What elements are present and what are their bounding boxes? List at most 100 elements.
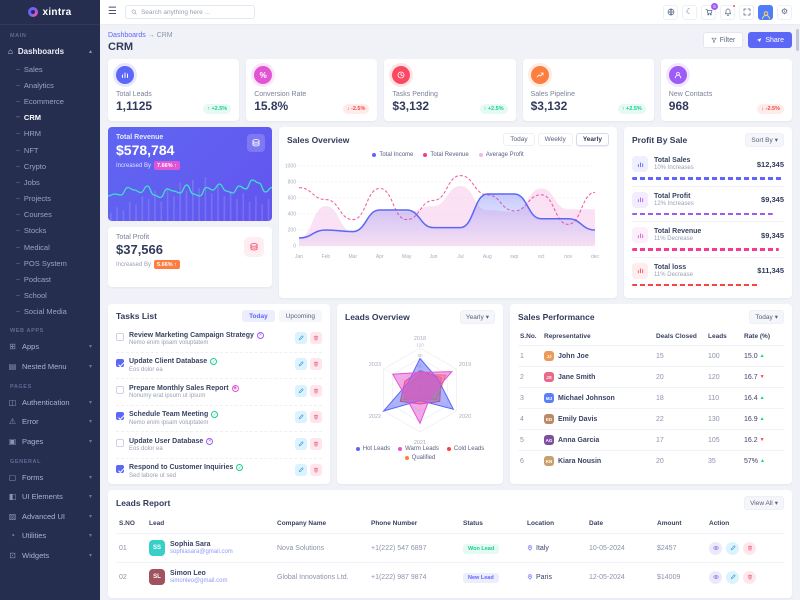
sidebar-subitem[interactable]: – Sales: [0, 61, 100, 77]
task-checkbox[interactable]: [116, 332, 124, 341]
table-row[interactable]: 3 MJ Michael Johnson 18 110 16.4 ▲: [518, 387, 784, 408]
sales-overview-tab[interactable]: Weekly: [537, 133, 573, 146]
sidebar-subitem[interactable]: – Social Media: [0, 304, 100, 320]
task-delete-button[interactable]: [310, 331, 322, 344]
svg-text:0: 0: [293, 244, 296, 250]
task-delete-button[interactable]: [310, 437, 322, 450]
notifications-button[interactable]: [720, 4, 736, 20]
tasks-tab[interactable]: Upcoming: [278, 310, 322, 322]
sidebar-subitem[interactable]: – Medical: [0, 239, 100, 255]
task-delete-button[interactable]: [310, 384, 322, 397]
sidebar-subitem[interactable]: – Stocks: [0, 223, 100, 239]
sidebar-item[interactable]: ⚠ Error ▾: [0, 412, 100, 431]
sidebar-subitem[interactable]: – Jobs: [0, 174, 100, 190]
view-button[interactable]: [709, 570, 722, 584]
revenue-sparkline-chart: [108, 177, 272, 221]
cart-button[interactable]: 5: [701, 2, 718, 20]
task-delete-button[interactable]: [310, 411, 322, 423]
search-input[interactable]: [140, 8, 249, 16]
sidebar-item[interactable]: ◫ Authentication ▾: [0, 393, 100, 412]
task-edit-button[interactable]: [295, 331, 307, 344]
table-row[interactable]: 4 ED Emily Davis 22 130 16.9 ▲: [518, 408, 784, 429]
legend-dot: [398, 447, 403, 451]
task-delete-button[interactable]: [310, 358, 322, 370]
sidebar-item[interactable]: ⊡ Widgets ▾: [0, 545, 100, 564]
scrollbar[interactable]: [796, 29, 799, 51]
tasks-tab[interactable]: Today: [242, 310, 275, 322]
sidebar-item[interactable]: ▣ Pages ▾: [0, 432, 100, 451]
sales-overview-tab[interactable]: Yearly: [575, 133, 609, 146]
task-edit-button[interactable]: [295, 384, 307, 397]
avatar: ED: [544, 414, 554, 424]
sidebar-subitem[interactable]: – HRM: [0, 126, 100, 142]
sidebar-item[interactable]: ▨ Advanced UI ▾: [0, 507, 100, 526]
task-checkbox[interactable]: [116, 359, 124, 367]
menu-toggle-icon[interactable]: ☰: [108, 6, 117, 17]
sidebar-subitem-label: POS System: [23, 258, 67, 268]
sort-by-dropdown[interactable]: Sort By ▾: [745, 133, 784, 147]
fullscreen-button[interactable]: [739, 4, 754, 20]
brand-logo[interactable]: xintra: [0, 0, 100, 25]
sidebar-item[interactable]: ◧ UI Elements ▾: [0, 487, 100, 506]
sidebar-item[interactable]: ▤ Nested Menu ▾: [0, 356, 100, 375]
sidebar-subitem[interactable]: – School: [0, 288, 100, 304]
settings-button[interactable]: ⚙: [777, 4, 792, 20]
sidebar-subitem[interactable]: – POS System: [0, 255, 100, 271]
sidebar-subitem[interactable]: – NFT: [0, 142, 100, 158]
task-status-icon: ✕: [206, 437, 214, 445]
sidebar-subitem[interactable]: – Projects: [0, 191, 100, 207]
sidebar-subitem[interactable]: – Analytics: [0, 77, 100, 93]
sidebar-subitem[interactable]: – Podcast: [0, 271, 100, 287]
task-checkbox[interactable]: [116, 438, 124, 447]
task-checkbox[interactable]: [116, 465, 124, 473]
leads-overview-dropdown[interactable]: Yearly ▾: [459, 310, 495, 324]
profile-avatar[interactable]: [758, 4, 773, 20]
sidebar-subitem-label: Crypto: [23, 161, 46, 171]
column-header: Company Name: [277, 520, 327, 527]
edit-button[interactable]: [726, 570, 739, 584]
sidebar-subitem[interactable]: – CRM: [0, 110, 100, 126]
task-edit-button[interactable]: [295, 464, 307, 476]
kpi-card-conversion-rate: % Conversion Rate 15.8% ↓ -2.5%: [246, 59, 378, 121]
sidebar-item-dashboards[interactable]: ⌂ Dashboards ▴: [0, 42, 100, 61]
table-row[interactable]: 1 JJ John Joe 15 100 15.0 ▲: [518, 345, 784, 366]
sidebar-subitem[interactable]: – Ecommerce: [0, 93, 100, 109]
delete-button[interactable]: [743, 541, 756, 555]
sidebar-item[interactable]: ◔ Utilities ▾: [0, 526, 100, 545]
edit-button[interactable]: [726, 541, 739, 555]
lead-email[interactable]: sophiasara@gmail.com: [170, 549, 233, 555]
lead-email[interactable]: simonleo@gmail.com: [170, 578, 228, 584]
sales-performance-dropdown[interactable]: Today ▾: [749, 310, 784, 324]
task-edit-button[interactable]: [295, 437, 307, 450]
sidebar-subitem[interactable]: – Crypto: [0, 158, 100, 174]
table-row[interactable]: 5 AG Anna Garcia 17 105 16.2 ▼: [518, 429, 784, 450]
task-checkbox[interactable]: [116, 412, 124, 420]
table-row[interactable]: 02 SL Simon Leo simonleo@gmail.com Globa…: [116, 562, 784, 591]
view-all-dropdown[interactable]: View All ▾: [744, 496, 784, 510]
sidebar-subitem-label: Social Media: [23, 307, 67, 317]
sidebar-item[interactable]: ▢ Forms ▾: [0, 468, 100, 487]
view-button[interactable]: [709, 541, 722, 555]
sales-overview-tab[interactable]: Today: [503, 133, 535, 146]
table-row[interactable]: 6 KN Kiara Nousin 20 35 57% ▲: [518, 450, 784, 471]
task-delete-button[interactable]: [310, 464, 322, 476]
delete-button[interactable]: [743, 570, 756, 584]
table-row[interactable]: 01 SS Sophia Sara sophiasara@gmail.com N…: [116, 533, 784, 562]
revenue-delta-badge: 7.66% ↑: [154, 161, 180, 170]
sidebar-subitem[interactable]: – Courses: [0, 207, 100, 223]
sidebar-item-label: Error: [22, 417, 39, 427]
breadcrumb-dashboards-link[interactable]: Dashboards: [108, 32, 146, 39]
svg-text:2023: 2023: [369, 362, 381, 368]
sidebar-item[interactable]: ⊞ Apps ▾: [0, 337, 100, 356]
search-box: [124, 5, 255, 19]
dark-mode-button[interactable]: ☾: [682, 4, 697, 20]
column-header: Leads: [708, 333, 727, 340]
task-edit-button[interactable]: [295, 358, 307, 370]
filter-button[interactable]: Filter: [702, 32, 744, 48]
share-button[interactable]: Share: [748, 32, 792, 48]
task-edit-button[interactable]: [295, 411, 307, 423]
task-checkbox[interactable]: [116, 385, 124, 394]
home-icon: ⌂: [8, 47, 13, 56]
language-button[interactable]: [663, 4, 678, 20]
table-row[interactable]: 2 JS Jane Smith 20 120 16.7 ▼: [518, 366, 784, 387]
